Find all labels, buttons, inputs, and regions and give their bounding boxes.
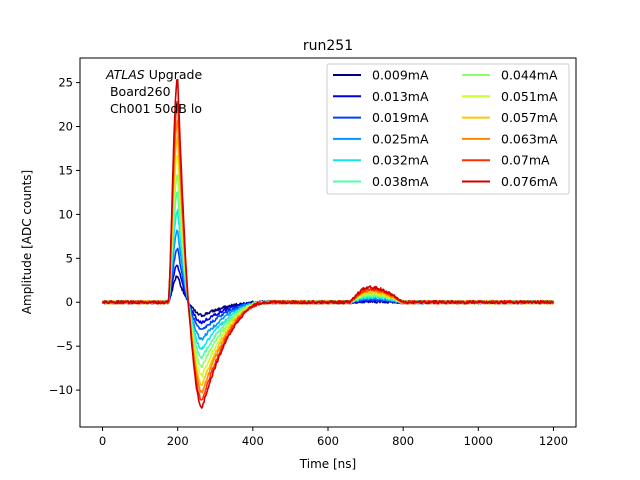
annotation-text: ATLAS Upgrade Board260 Ch001 50dB lo — [105, 67, 202, 116]
legend-box — [326, 63, 570, 195]
annotation-upgrade: Upgrade — [145, 67, 203, 82]
series-layer — [101, 78, 555, 409]
y-tick-label: 20 — [58, 120, 73, 134]
annotation-line-2: Board260 — [106, 84, 171, 99]
chart-title: run251 — [303, 38, 353, 54]
legend-items: 0.009mA 0.013mA 0.019mA 0.025mA 0.032mA 0.038… — [333, 68, 558, 189]
y-tick-label: −10 — [49, 383, 73, 397]
x-tick-label: 1000 — [464, 434, 493, 448]
y-tick-label: 5 — [66, 251, 73, 265]
legend: 0.009mA 0.013mA 0.019mA 0.025mA 0.032mA 0.038… — [326, 63, 570, 195]
y-tick-label: −5 — [56, 339, 73, 353]
legend-label: 0.057mA — [501, 110, 558, 125]
legend-label: 0.038mA — [372, 174, 429, 189]
plot-area: 0 200 400 600 800 1000 1200 −10 −5 0 5 10 15 20 25 — [49, 57, 577, 448]
x-tick-label: 800 — [392, 434, 414, 448]
y-axis-ticks: −10 −5 0 5 10 15 20 25 — [49, 76, 80, 397]
x-tick-label: 200 — [167, 434, 189, 448]
annotation-line-3: Ch001 50dB lo — [106, 101, 202, 116]
y-tick-label: 25 — [58, 76, 73, 90]
legend-label: 0.009mA — [372, 68, 429, 83]
y-tick-label: 15 — [58, 163, 73, 177]
legend-label: 0.063mA — [501, 131, 558, 146]
legend-label: 0.044mA — [501, 68, 558, 83]
x-axis-label: Time [ns] — [299, 457, 356, 471]
x-tick-label: 400 — [242, 434, 264, 448]
legend-label: 0.051mA — [501, 89, 558, 104]
y-tick-label: 0 — [66, 295, 73, 309]
legend-label: 0.032mA — [372, 153, 429, 168]
x-tick-label: 1200 — [539, 434, 568, 448]
x-tick-label: 0 — [99, 434, 106, 448]
annotation-atlas: ATLAS — [105, 67, 145, 82]
series-line — [101, 78, 554, 409]
y-axis-label: Amplitude [ADC counts] — [20, 170, 34, 314]
x-axis-ticks: 0 200 400 600 800 1000 1200 — [99, 427, 568, 448]
annotation-line-1: ATLAS Upgrade — [105, 67, 202, 82]
legend-label: 0.07mA — [501, 153, 550, 168]
y-tick-label: 10 — [58, 207, 73, 221]
x-tick-label: 600 — [317, 434, 339, 448]
legend-label: 0.076mA — [501, 174, 558, 189]
legend-label: 0.013mA — [372, 89, 429, 104]
legend-label: 0.025mA — [372, 131, 429, 146]
legend-label: 0.019mA — [372, 110, 429, 125]
